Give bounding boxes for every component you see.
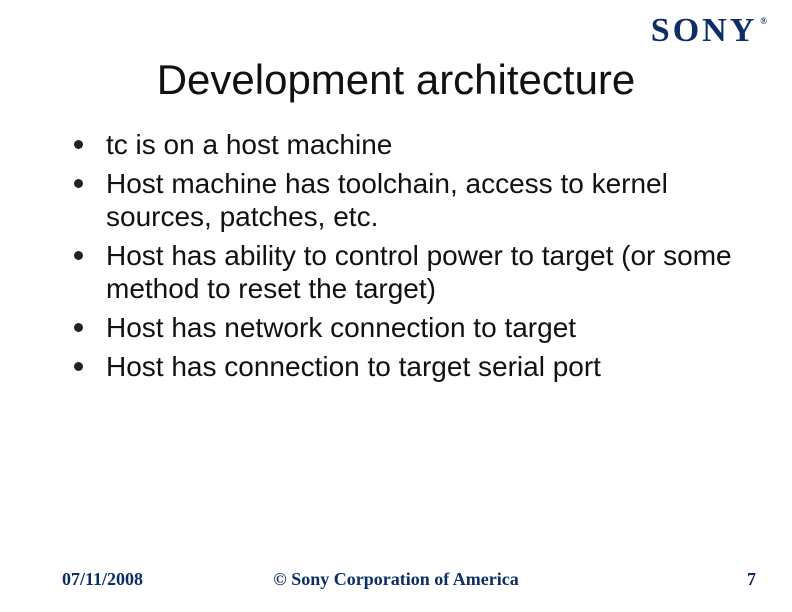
slide-content: tc is on a host machine Host machine has…	[68, 128, 732, 389]
bullet-item: tc is on a host machine	[68, 128, 732, 161]
footer-copyright: © Sony Corporation of America	[0, 569, 792, 590]
bullet-item: Host has connection to target serial por…	[68, 350, 732, 383]
logo-text: SONY	[651, 12, 757, 49]
bullet-item: Host has ability to control power to tar…	[68, 239, 732, 305]
sony-logo: SONY®	[651, 12, 764, 50]
bullet-item: Host has network connection to target	[68, 311, 732, 344]
logo-reg-mark: ®	[760, 16, 767, 26]
slide-title: Development architecture	[0, 56, 792, 104]
slide-footer: 07/11/2008 © Sony Corporation of America…	[0, 566, 792, 590]
bullet-list: tc is on a host machine Host machine has…	[68, 128, 732, 383]
footer-page-number: 7	[747, 569, 756, 590]
slide: SONY® Development architecture tc is on …	[0, 0, 792, 612]
bullet-item: Host machine has toolchain, access to ke…	[68, 167, 732, 233]
